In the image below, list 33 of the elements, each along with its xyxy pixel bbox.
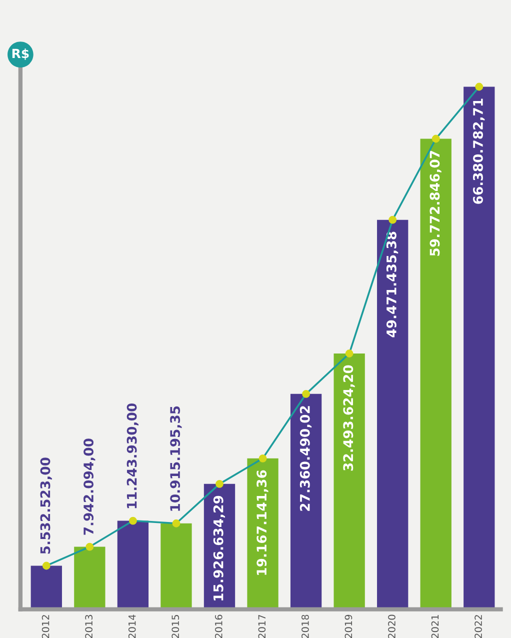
bar xyxy=(117,520,149,610)
x-tick-label: 2014 xyxy=(128,614,136,638)
data-label: 49.471.435,38 xyxy=(386,232,398,338)
data-label: 27.360.490,02 xyxy=(300,406,312,511)
x-tick-label: 2021 xyxy=(431,615,439,638)
bar xyxy=(160,523,192,610)
bar xyxy=(377,220,408,610)
bar xyxy=(30,566,62,610)
data-label: 10.915.195,35 xyxy=(170,406,182,511)
x-tick-label: 2015 xyxy=(172,615,180,638)
x-tick-label: 2017 xyxy=(258,614,266,638)
data-label: 32.493.624,20 xyxy=(343,365,355,471)
x-tick-label: 2016 xyxy=(214,614,222,638)
data-label: 15.926.634,29 xyxy=(213,496,226,600)
bar xyxy=(420,138,452,610)
data-label: 11.243.930,00 xyxy=(126,403,138,508)
bar xyxy=(334,354,365,610)
data-label: 66.380.782,71 xyxy=(472,98,485,204)
y-axis-title: R$ xyxy=(12,48,29,60)
x-tick-label: 2022 xyxy=(474,615,482,638)
bar xyxy=(290,394,322,610)
bar xyxy=(247,458,278,610)
data-label: 19.167.141,36 xyxy=(256,470,268,575)
x-tick-label: 2020 xyxy=(388,614,396,638)
x-tick-label: 2012 xyxy=(42,615,50,638)
x-tick-label: 2018 xyxy=(302,614,309,638)
data-label: 5.532.523,00 xyxy=(40,458,52,554)
bar xyxy=(464,86,495,610)
x-tick-label: 2019 xyxy=(344,614,352,638)
x-tick-label: 2013 xyxy=(85,614,92,638)
data-label: 59.772.846,07 xyxy=(430,150,442,256)
bar xyxy=(74,546,106,610)
data-label: 7.942.094,00 xyxy=(84,438,96,535)
